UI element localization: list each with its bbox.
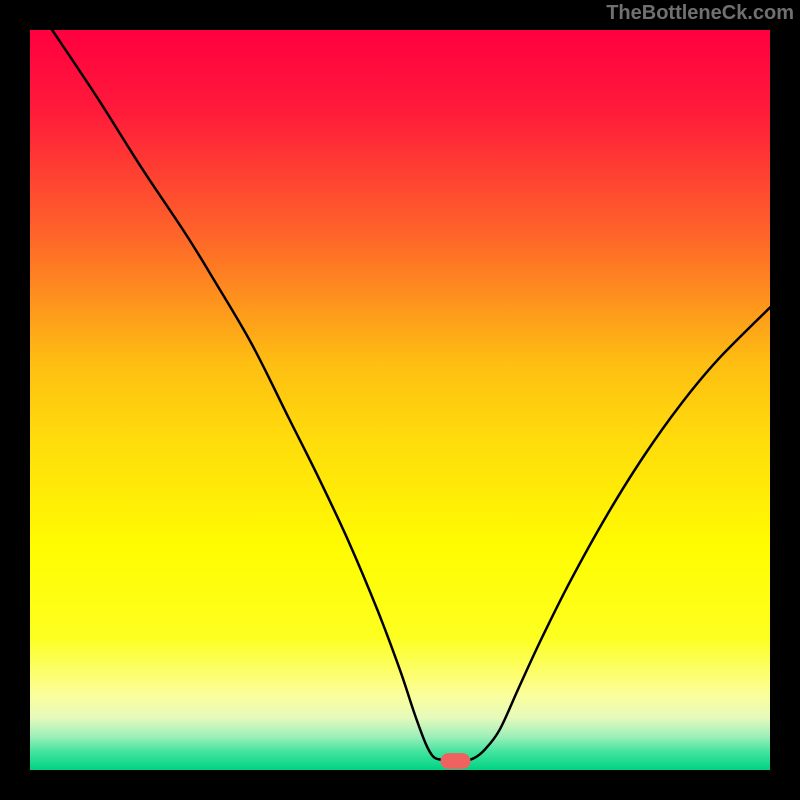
chart-container: TheBottleneCk.com [0, 0, 800, 800]
watermark-text: TheBottleneCk.com [606, 2, 794, 25]
optimal-marker [441, 753, 471, 769]
bottleneck-chart [0, 0, 800, 800]
gradient-background [30, 30, 770, 770]
